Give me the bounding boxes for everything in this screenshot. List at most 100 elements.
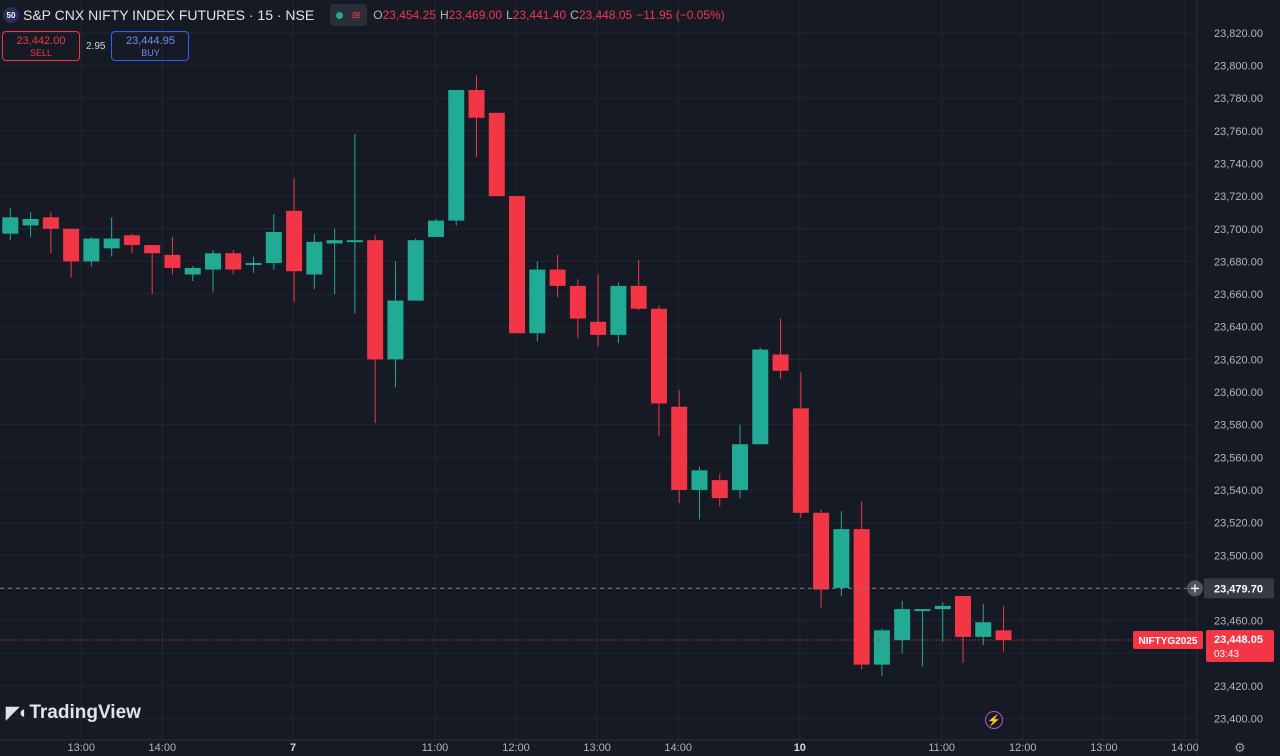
candle-body bbox=[407, 240, 424, 301]
y-tick-label: 23,640.00 bbox=[1214, 322, 1263, 334]
crosshair-plus-icon[interactable] bbox=[1187, 580, 1203, 597]
market-status-dot-icon bbox=[336, 11, 344, 19]
symbol-tag-box bbox=[1133, 631, 1203, 650]
y-tick-label: 23,580.00 bbox=[1214, 420, 1263, 432]
y-tick-label: 23,700.00 bbox=[1214, 224, 1263, 236]
candle-body bbox=[468, 89, 485, 118]
candle bbox=[610, 282, 627, 344]
x-tick-label: 14:00 bbox=[664, 742, 692, 754]
wave-icon: ≋ bbox=[351, 8, 362, 22]
x-tick-label: 14:00 bbox=[1171, 742, 1199, 754]
candle-body bbox=[22, 218, 39, 226]
y-tick-label: 23,460.00 bbox=[1214, 616, 1263, 628]
candle-body bbox=[205, 253, 221, 270]
candle bbox=[83, 236, 100, 267]
candle-body bbox=[894, 609, 911, 641]
y-tick-label: 23,420.00 bbox=[1214, 681, 1263, 693]
candle bbox=[813, 509, 830, 608]
candle-body bbox=[995, 630, 1012, 641]
brand-label: TradingView bbox=[29, 702, 141, 723]
y-tick-label: 23,400.00 bbox=[1214, 714, 1263, 726]
candle-body bbox=[610, 285, 627, 335]
candle-body bbox=[509, 196, 526, 334]
candle bbox=[975, 604, 992, 646]
y-tick-label: 23,500.00 bbox=[1214, 550, 1263, 562]
candle bbox=[346, 134, 363, 314]
candle bbox=[995, 605, 1012, 652]
tradingview-logo[interactable]: ◤◖ TradingView bbox=[6, 702, 141, 724]
candle bbox=[549, 254, 566, 298]
buy-button[interactable]: 23,444.95 BUY bbox=[111, 31, 190, 61]
countdown-label: 03:43 bbox=[1214, 649, 1239, 660]
sell-price: 23,442.00 bbox=[16, 35, 66, 47]
symbol-tag-label: NIFTYG2025 bbox=[1139, 636, 1198, 647]
y-tick-label: 23,720.00 bbox=[1214, 191, 1263, 203]
candle-body bbox=[975, 622, 992, 637]
candle-body bbox=[853, 529, 870, 665]
sell-button[interactable]: 23,442.00 SELL bbox=[2, 31, 80, 61]
symbol-logo[interactable]: 50 bbox=[3, 7, 19, 23]
candle-body bbox=[813, 512, 830, 590]
candle bbox=[468, 75, 485, 157]
candle-body bbox=[792, 408, 809, 513]
candle-body bbox=[873, 630, 890, 665]
symbol-title[interactable]: S&P CNX NIFTY INDEX FUTURES · 15 · NSE bbox=[23, 7, 315, 23]
candle-body bbox=[448, 89, 465, 221]
lightning-icon[interactable]: ⚡ bbox=[985, 711, 1003, 729]
candle bbox=[569, 279, 586, 339]
y-tick-label: 23,600.00 bbox=[1214, 387, 1263, 399]
candle-body bbox=[630, 285, 647, 309]
candle bbox=[772, 318, 789, 379]
candle-body bbox=[691, 470, 708, 490]
candle-body bbox=[144, 245, 161, 254]
candle-body bbox=[650, 308, 667, 404]
candle-body bbox=[286, 210, 303, 272]
candle bbox=[509, 196, 526, 334]
candle bbox=[894, 600, 911, 654]
candle bbox=[448, 89, 465, 226]
gear-icon[interactable]: ⚙ bbox=[1234, 740, 1246, 755]
candle bbox=[123, 233, 140, 254]
candle-body bbox=[752, 349, 769, 445]
candle bbox=[873, 628, 890, 677]
candle bbox=[326, 228, 343, 295]
candle bbox=[529, 261, 546, 342]
candle-body bbox=[671, 406, 688, 490]
candle-body bbox=[306, 241, 323, 275]
candle-body bbox=[245, 263, 262, 266]
high-value: 23,469.00 bbox=[448, 8, 503, 22]
y-tick-label: 23,680.00 bbox=[1214, 256, 1263, 268]
candle-body bbox=[590, 321, 607, 335]
y-tick-label: 23,760.00 bbox=[1214, 126, 1263, 138]
low-value: 23,441.40 bbox=[512, 8, 567, 22]
candle bbox=[2, 207, 19, 241]
trade-panel: 23,442.00 SELL 2.95 23,444.95 BUY bbox=[2, 31, 190, 61]
candle-body bbox=[387, 300, 404, 360]
candle-body bbox=[63, 228, 80, 262]
x-tick-label: 11:00 bbox=[422, 742, 449, 754]
candle-body bbox=[83, 238, 100, 262]
crosshair-price-box bbox=[1204, 578, 1274, 599]
candle bbox=[732, 424, 749, 499]
ohlc-values: O23,454.25 H23,469.00 L23,441.40 C23,448… bbox=[373, 8, 725, 22]
y-tick-label: 23,800.00 bbox=[1214, 61, 1263, 73]
candle-body bbox=[123, 235, 140, 246]
candle bbox=[407, 238, 424, 301]
candle bbox=[590, 274, 607, 347]
candle bbox=[427, 218, 444, 237]
candle-body bbox=[164, 254, 181, 268]
y-tick-label: 23,820.00 bbox=[1214, 28, 1263, 40]
candle bbox=[671, 390, 688, 504]
x-tick-label: 10 bbox=[794, 742, 806, 754]
change-value: −11.95 (−0.05%) bbox=[636, 8, 725, 22]
open-value: 23,454.25 bbox=[382, 8, 437, 22]
buy-label: BUY bbox=[141, 48, 160, 58]
candle bbox=[387, 261, 404, 388]
y-tick-label: 23,540.00 bbox=[1214, 485, 1263, 497]
market-status-pill[interactable]: ≋ bbox=[330, 4, 368, 26]
candle-body bbox=[2, 217, 19, 234]
candle-body bbox=[934, 605, 951, 610]
candle-body bbox=[265, 232, 282, 264]
y-tick-label: 23,520.00 bbox=[1214, 518, 1263, 530]
